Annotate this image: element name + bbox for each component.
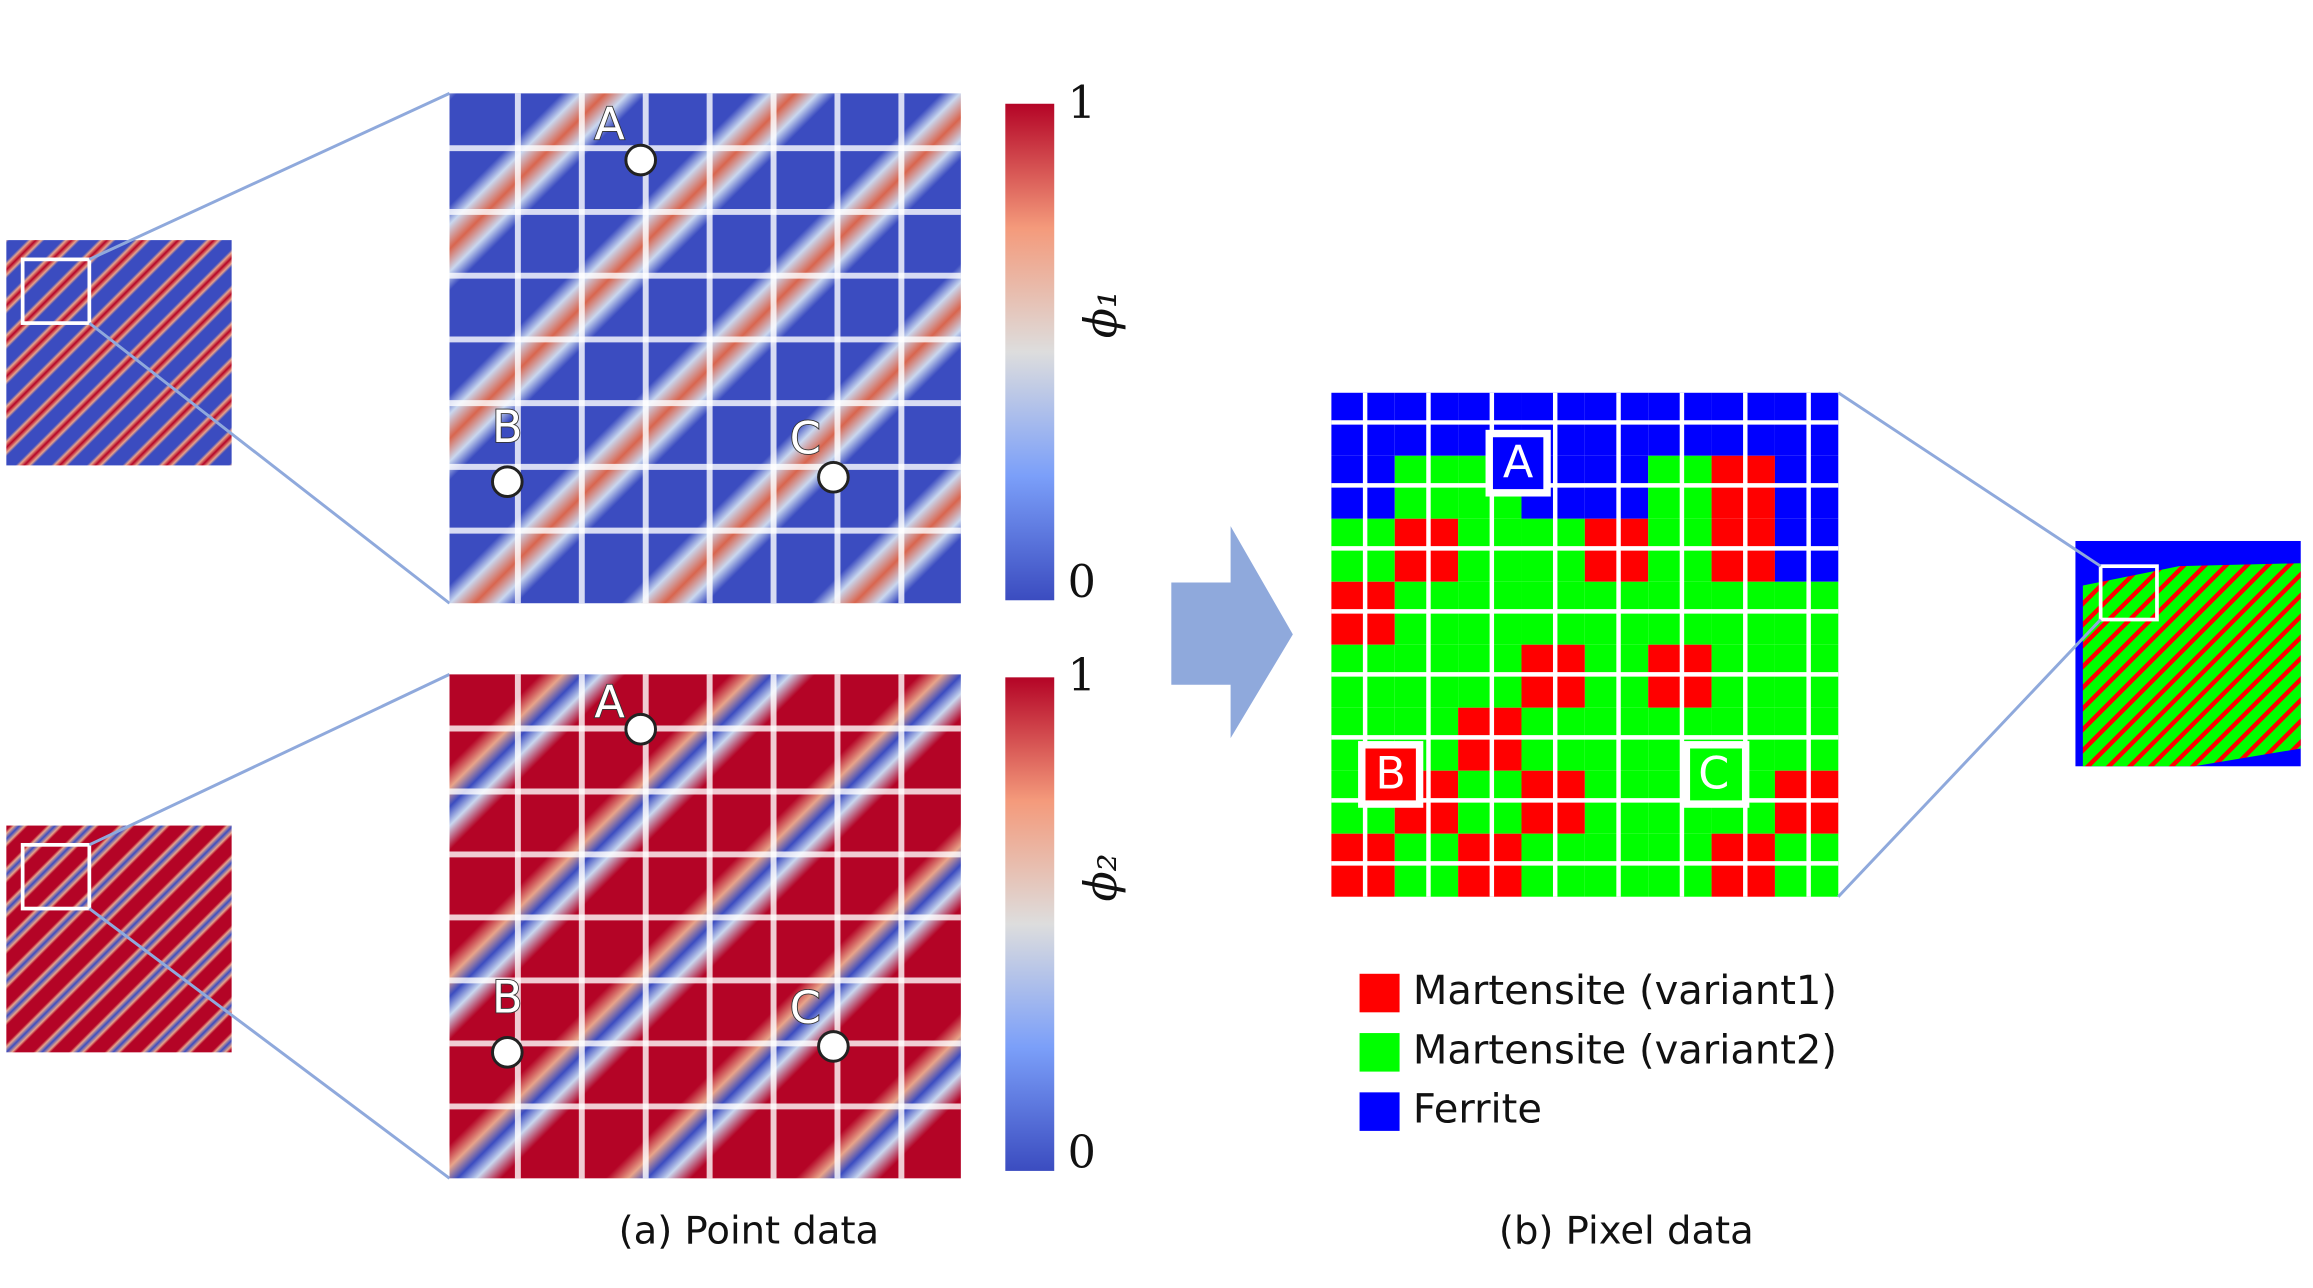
zoom-box (20, 842, 92, 911)
legend-entry: Martensite (variant2) (1413, 1027, 1837, 1073)
legend-entry: Martensite (variant1) (1413, 968, 1837, 1014)
connector (88, 673, 451, 847)
colorbar-label: ϕ₂ (1076, 853, 1127, 901)
point-marker (491, 465, 524, 499)
legend-swatch (1359, 973, 1400, 1013)
colorbar-max: 1 (1068, 78, 1096, 129)
connector (88, 92, 451, 261)
point-label: A (594, 678, 625, 729)
connector (1837, 391, 2102, 568)
label-box (1690, 748, 1742, 801)
colorbar (1005, 677, 1055, 1171)
colorbar (1005, 103, 1055, 601)
zoom-box (20, 257, 92, 325)
legend-swatch (1359, 1033, 1400, 1072)
thumbnail-region (2082, 563, 2301, 767)
point-label: B (492, 402, 523, 453)
map-grid (449, 93, 961, 1179)
pixel-label: B (1375, 749, 1406, 800)
phi1-map (449, 93, 961, 604)
point-label: A (594, 99, 625, 150)
point-marker (817, 460, 850, 494)
arrow (1171, 526, 1293, 739)
connector (88, 907, 451, 1180)
pixel-label: C (1698, 749, 1729, 800)
label-box (1492, 437, 1544, 490)
point-marker (491, 1036, 524, 1069)
pixel-label: A (1503, 437, 1534, 488)
colorbar-max: 1 (1068, 650, 1096, 701)
point-label: C (790, 983, 821, 1034)
colorbar-min: 0 (1068, 1128, 1096, 1179)
connector (1837, 618, 2102, 898)
thumbnail-top (6, 240, 232, 466)
legend-entry: Ferrite (1413, 1087, 1542, 1133)
label-box (1365, 748, 1416, 801)
point-marker (817, 1030, 850, 1063)
caption: (b) Pixel data (1499, 1209, 1754, 1254)
point-label: C (790, 414, 821, 465)
pixel-map (1299, 392, 1839, 929)
thumbnail-bottom (6, 825, 232, 1053)
point-label: B (492, 972, 523, 1023)
point-marker (624, 143, 658, 177)
colorbar-min: 0 (1068, 557, 1096, 608)
point-marker (624, 712, 658, 746)
zoom-box (2098, 564, 2159, 622)
phi2-map (449, 674, 961, 1179)
legend-swatch (1359, 1092, 1400, 1131)
connector (88, 321, 451, 605)
points: A B C A B C (491, 99, 850, 1069)
colorbar-label: ϕ₁ (1076, 290, 1127, 338)
caption: (a) Point data (619, 1209, 880, 1254)
